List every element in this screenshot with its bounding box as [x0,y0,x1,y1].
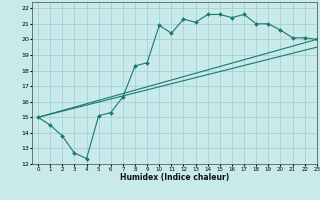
X-axis label: Humidex (Indice chaleur): Humidex (Indice chaleur) [120,173,229,182]
